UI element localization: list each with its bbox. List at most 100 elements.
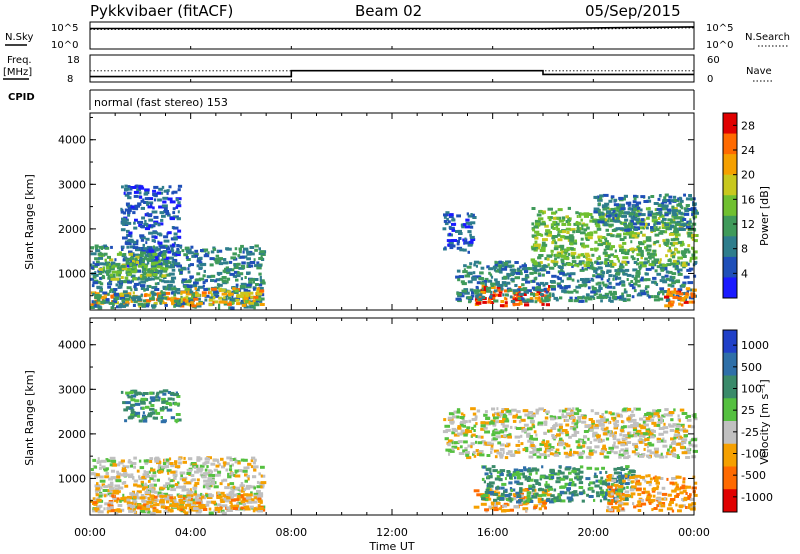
range-gate-cell (121, 467, 126, 470)
range-gate-cell (641, 264, 647, 268)
range-gate-cell (585, 477, 591, 481)
range-gate-cell (248, 278, 254, 282)
range-gate-cell (464, 237, 467, 241)
range-gate-cell (503, 434, 507, 438)
range-gate-cell (622, 241, 627, 245)
range-gate-cell (255, 297, 262, 301)
range-gate-cell (242, 499, 249, 503)
range-gate-cell (108, 301, 115, 305)
range-gate-cell (533, 504, 539, 508)
range-gate-cell (483, 480, 486, 484)
range-gate-cell (119, 295, 125, 299)
range-gate-cell (150, 411, 156, 415)
range-gate-cell (486, 441, 492, 445)
range-gate-cell (467, 214, 473, 218)
range-gate-cell (120, 210, 124, 214)
range-gate-cell (217, 509, 220, 513)
range-gate-cell (504, 408, 509, 412)
range-gate-cell (565, 285, 571, 289)
range-gate-cell (608, 290, 613, 294)
range-gate-cell (239, 255, 245, 259)
range-gate-cell (502, 304, 508, 308)
range-gate-cell (157, 466, 160, 469)
range-gate-cell (128, 295, 132, 299)
range-gate-cell (620, 425, 625, 429)
range-gate-cell (601, 271, 606, 275)
range-gate-cell (206, 500, 212, 504)
range-gate-cell (478, 277, 484, 280)
range-gate-cell (256, 287, 260, 291)
range-gate-cell (576, 279, 580, 283)
range-gate-cell (532, 495, 538, 499)
range-gate-cell (639, 208, 643, 212)
range-gate-cell (593, 292, 597, 296)
range-gate-cell (664, 408, 669, 412)
range-gate-cell (677, 256, 683, 260)
range-gate-cell (225, 266, 229, 270)
range-gate-cell (490, 286, 496, 289)
range-gate-cell (683, 248, 690, 252)
range-gate-cell (631, 274, 635, 278)
range-gate-cell (639, 417, 644, 421)
range-gate-cell (609, 219, 614, 223)
range-gate-cell (506, 452, 510, 455)
range-gate-cell (587, 424, 592, 428)
range-gate-cell (469, 288, 474, 292)
range-gate-cell (527, 468, 530, 472)
range-gate-cell (613, 216, 617, 220)
range-gate-cell (526, 494, 531, 498)
range-gate-cell (238, 294, 245, 298)
range-gate-cell (143, 459, 149, 463)
range-gate-cell (193, 487, 197, 491)
range-gate-cell (598, 438, 601, 442)
range-gate-cell (606, 247, 610, 251)
range-gate-cell (560, 254, 567, 258)
range-gate-cell (580, 278, 585, 281)
range-gate-cell (693, 274, 697, 278)
range-gate-cell (466, 212, 469, 216)
range-gate-cell (151, 474, 157, 478)
range-gate-cell (151, 292, 157, 296)
range-gate-cell (597, 281, 602, 285)
range-gate-cell (593, 426, 599, 430)
range-gate-cell (619, 249, 622, 252)
range-gate-cell (218, 303, 221, 307)
range-gate-cell (494, 411, 497, 415)
range-gate-cell (103, 252, 108, 256)
range-gate-cell (592, 434, 595, 438)
range-gate-cell (622, 434, 629, 437)
range-gate-cell (258, 257, 264, 260)
range-gate-cell (633, 407, 636, 411)
range-gate-cell (194, 470, 199, 474)
range-gate-cell (451, 431, 456, 435)
range-gate-cell (159, 470, 164, 474)
range-gate-cell (543, 420, 548, 424)
range-gate-cell (210, 250, 215, 254)
range-gate-cell (139, 496, 146, 500)
range-gate-cell (624, 224, 630, 228)
range-gate-cell (596, 227, 602, 231)
range-gate-cell (169, 479, 174, 483)
range-gate-cell (493, 268, 497, 272)
range-gate-cell (498, 266, 501, 270)
range-gate-cell (576, 264, 580, 268)
range-gate-cell (130, 296, 137, 300)
range-gate-cell (127, 395, 133, 399)
range-gate-cell (445, 428, 451, 432)
range-gate-cell (123, 299, 128, 303)
y-tick-label: 3000 (58, 178, 86, 191)
range-gate-cell (664, 213, 669, 217)
range-gate-cell (516, 410, 521, 414)
range-gate-cell (493, 299, 499, 303)
range-gate-cell (129, 492, 134, 496)
range-gate-cell (248, 293, 251, 297)
range-gate-cell (143, 470, 147, 474)
range-gate-cell (566, 277, 572, 281)
range-gate-cell (98, 466, 102, 470)
range-gate-cell (537, 500, 544, 503)
range-gate-cell (479, 453, 485, 457)
range-gate-cell (668, 278, 674, 282)
range-gate-cell (120, 207, 123, 211)
range-gate-cell (463, 264, 467, 268)
range-gate-cell (637, 247, 642, 250)
